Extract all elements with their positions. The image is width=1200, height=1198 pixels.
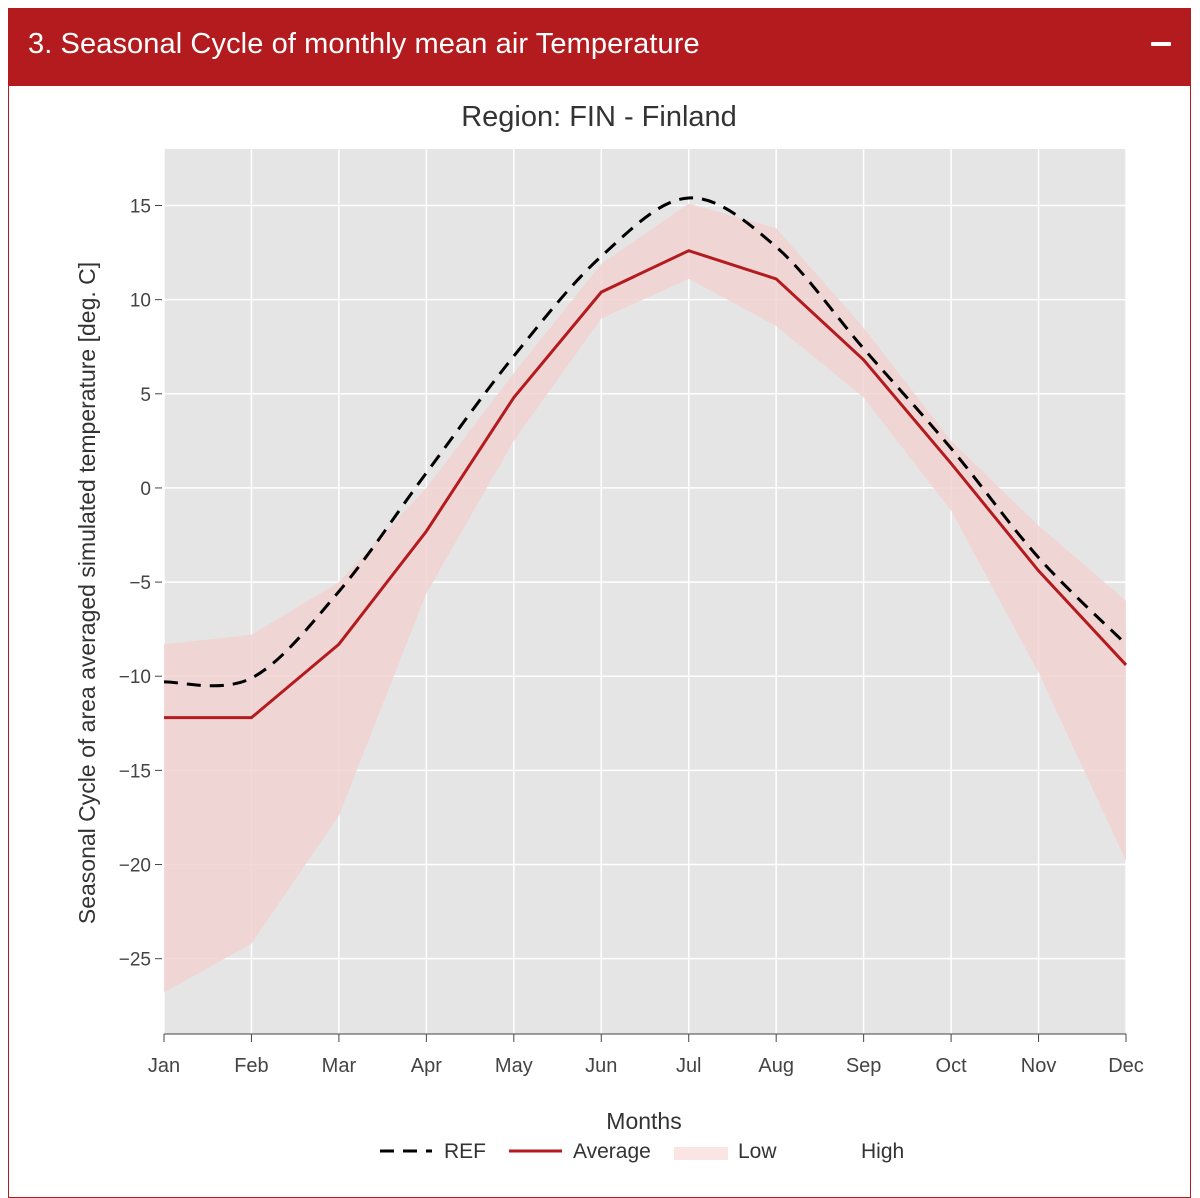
panel-title: 3. Seasonal Cycle of monthly mean air Te… [28,28,700,60]
y-tick-label: 15 [130,196,151,217]
panel-header: 3. Seasonal Cycle of monthly mean air Te… [9,9,1190,86]
x-tick-label: Aug [758,1055,794,1077]
x-tick-label: Jul [676,1055,702,1077]
legend-ref-label: REF [444,1140,486,1163]
x-tick-label: Oct [936,1055,968,1077]
y-tick-label: −5 [129,573,151,594]
x-tick-label: May [495,1055,533,1077]
legend-average-label: Average [573,1140,651,1163]
y-tick-label: −10 [119,667,151,688]
x-tick-label: Sep [846,1055,882,1077]
y-tick-label: 10 [130,291,151,312]
y-tick-label: −20 [119,856,151,877]
legend-high-label: High [861,1140,904,1163]
chart-title: Region: FIN - Finland [461,101,737,133]
x-tick-label: Mar [322,1055,357,1077]
x-tick-label: Dec [1108,1055,1144,1077]
series-line-average [164,249,1128,720]
y-tick-label: 0 [140,479,151,500]
legend-low-label: Low [738,1140,777,1163]
y-tick-label: −15 [119,761,151,782]
x-tick-label: Feb [234,1055,268,1077]
x-tick-label: Apr [411,1055,442,1077]
series-line-ref [163,196,1128,688]
minus-icon[interactable] [1144,27,1178,61]
legend-low-swatch [674,1147,728,1160]
y-tick-label: −25 [119,950,151,971]
low-high-band [164,203,1126,993]
x-tick-label: Jun [585,1055,617,1077]
x-axis-title: Months [606,1108,681,1134]
x-tick-label: Nov [1021,1055,1057,1077]
y-axis-title: Seasonal Cycle of area averaged simulate… [74,262,100,924]
x-tick-label: Jan [148,1055,180,1077]
y-tick-label: 5 [140,385,151,406]
